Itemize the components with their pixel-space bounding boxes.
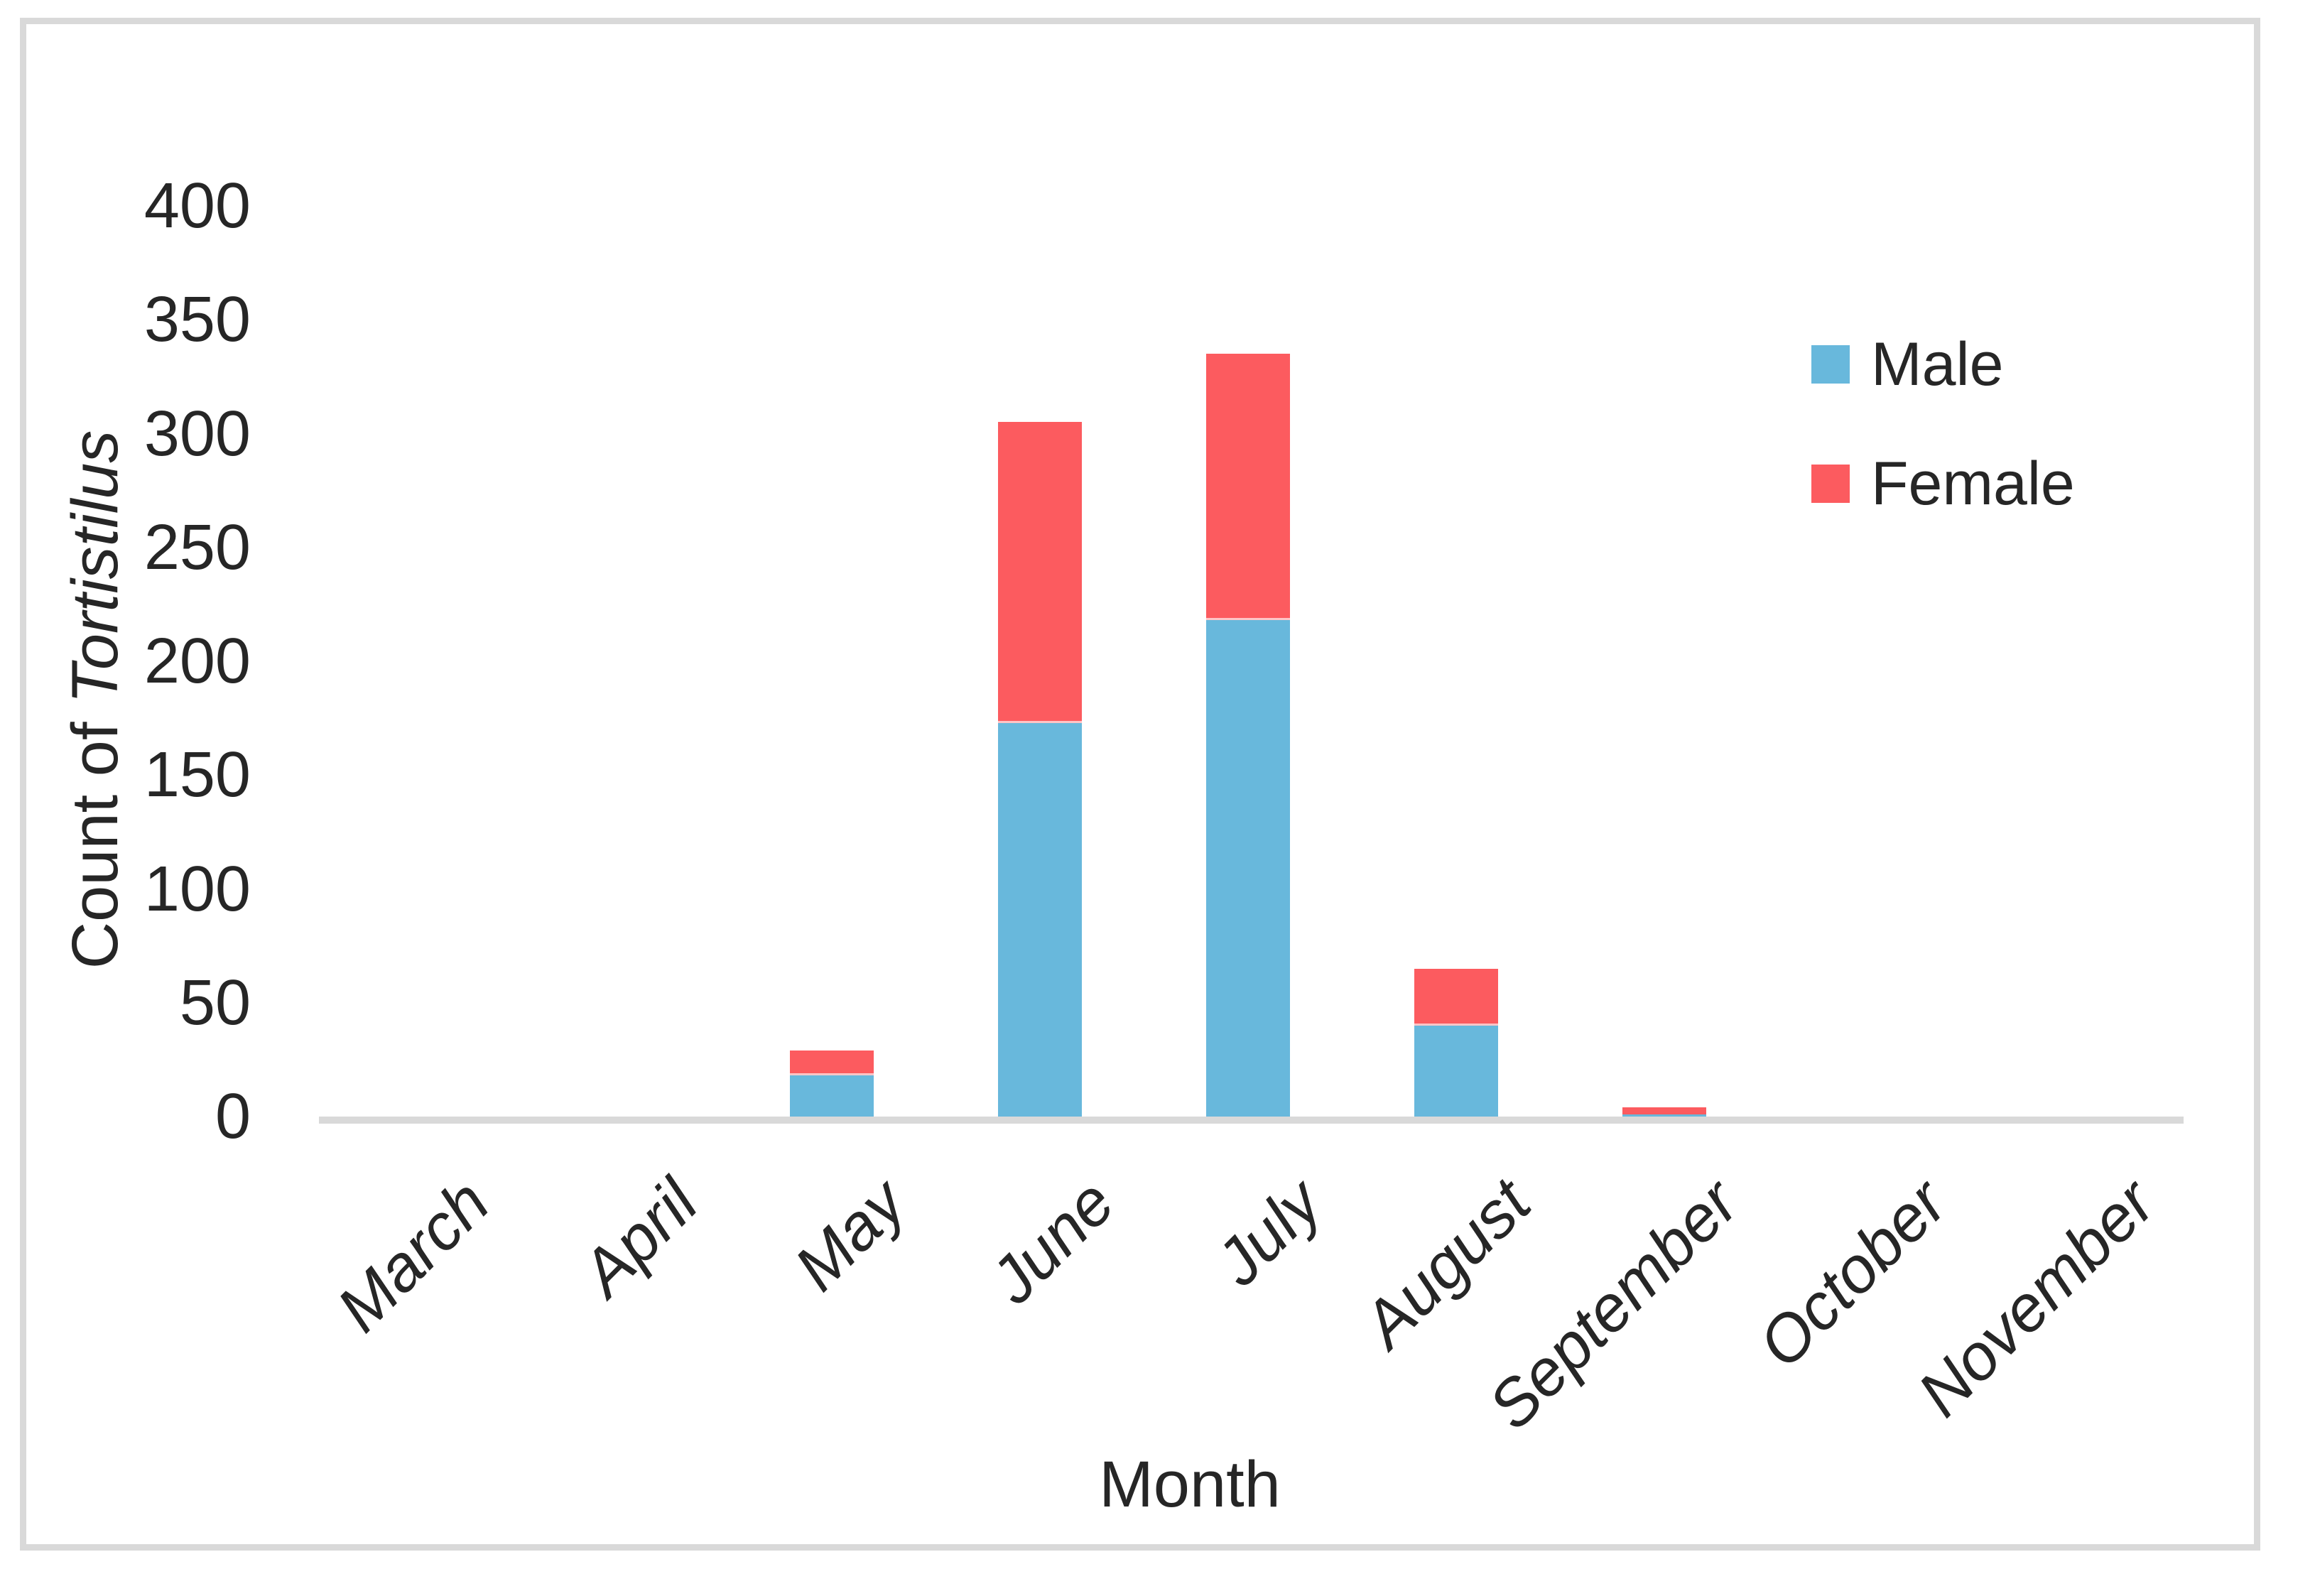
legend-swatch-female [1811,465,1850,503]
y-tick-200: 200 [143,626,251,697]
bar-female-august [1414,968,1498,1026]
figure-border [20,18,2260,1551]
bar-male-may [790,1075,874,1117]
y-tick-300: 300 [143,398,251,469]
bar-male-june [998,722,1082,1117]
bar-female-july [1206,354,1290,621]
legend-label-female: Female [1871,450,2075,518]
x-axis-line [319,1117,2184,1124]
legend-item-female: Female [1811,445,2075,523]
bar-female-september [1622,1107,1706,1114]
y-tick-50: 50 [179,967,251,1038]
y-tick-350: 350 [143,284,251,356]
bar-female-june [998,422,1082,723]
legend-item-male: Male [1811,325,2075,403]
y-tick-400: 400 [143,170,251,241]
bar-male-august [1414,1025,1498,1117]
x-axis-title: Month [1099,1448,1281,1521]
y-tick-150: 150 [143,739,251,811]
legend-swatch-male [1811,345,1850,384]
legend-label-male: Male [1871,330,2004,398]
bar-male-september [1622,1114,1706,1117]
y-tick-250: 250 [143,511,251,583]
y-tick-100: 100 [143,853,251,925]
bar-female-may [790,1051,874,1076]
legend: Male Female [1811,325,2075,564]
bar-male-july [1206,620,1290,1117]
y-tick-0: 0 [215,1081,251,1152]
